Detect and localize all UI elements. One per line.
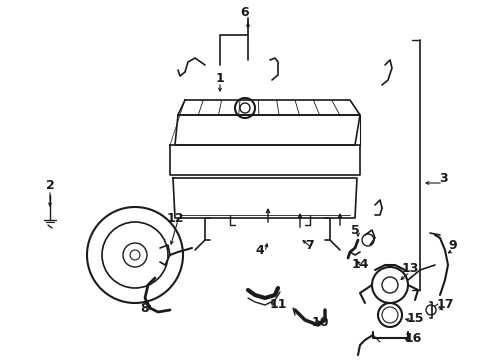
Text: 15: 15 bbox=[406, 311, 424, 324]
Text: 10: 10 bbox=[311, 315, 329, 328]
Text: 11: 11 bbox=[269, 298, 287, 311]
Text: 7: 7 bbox=[306, 239, 315, 252]
Text: 13: 13 bbox=[401, 261, 418, 274]
Text: 14: 14 bbox=[351, 258, 369, 271]
Text: 3: 3 bbox=[439, 171, 447, 185]
Text: 17: 17 bbox=[436, 298, 454, 311]
Text: 5: 5 bbox=[351, 224, 359, 237]
Text: 2: 2 bbox=[46, 179, 54, 192]
Text: 9: 9 bbox=[449, 239, 457, 252]
Text: 1: 1 bbox=[216, 72, 224, 85]
Text: 4: 4 bbox=[256, 243, 265, 257]
Text: 12: 12 bbox=[166, 212, 184, 225]
Text: 16: 16 bbox=[404, 332, 422, 345]
Text: 6: 6 bbox=[241, 5, 249, 18]
Text: 8: 8 bbox=[141, 302, 149, 315]
